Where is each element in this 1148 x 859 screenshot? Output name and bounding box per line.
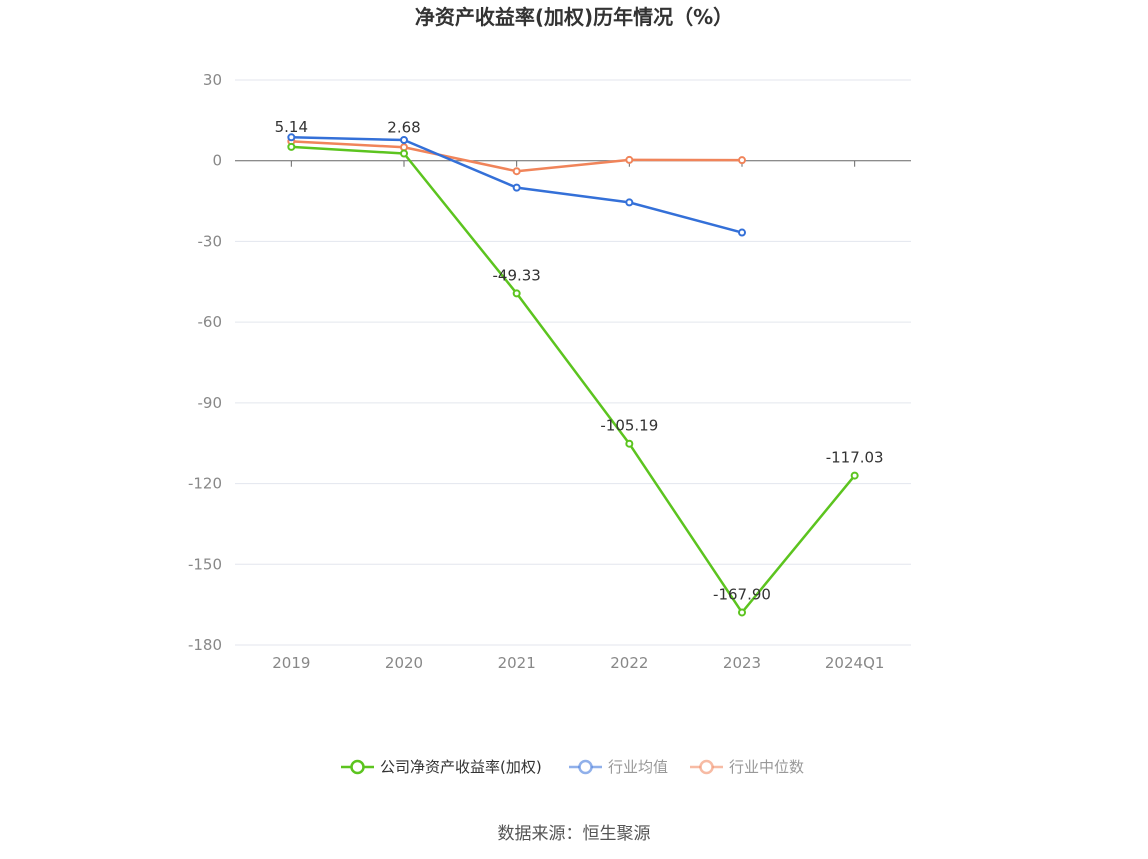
data-labels: 5.14 2.68 -49.33 -105.19 -167.90 -117.03 — [275, 118, 884, 604]
data-point-2[interactable] — [400, 143, 408, 152]
series-line-0 — [291, 145, 856, 614]
data-point-0[interactable] — [850, 471, 859, 480]
x-axis: 2019 2020 2021 2022 2023 2024Q1 — [272, 160, 885, 672]
data-point-2[interactable] — [625, 155, 634, 164]
x-tick-label: 2020 — [385, 654, 423, 672]
data-label: -167.90 — [713, 585, 771, 603]
data-label: 2.68 — [387, 119, 420, 137]
y-tick-label: 0 — [212, 152, 222, 170]
x-tick-label: 2022 — [610, 654, 648, 672]
x-tick-label: 2021 — [498, 654, 536, 672]
y-tick-label: -30 — [198, 232, 223, 250]
legend-label: 行业均值 — [608, 758, 668, 776]
y-tick-label: -60 — [198, 313, 223, 331]
data-point-1[interactable] — [625, 198, 634, 207]
legend-item-2[interactable]: 行业中位数 — [690, 758, 804, 776]
y-tick-label: -150 — [188, 555, 222, 573]
y-axis-ticks: 30 0 -30 -60 -90 -120 -150 -180 — [188, 71, 222, 654]
legend-marker-icon — [578, 759, 593, 775]
y-tick-label: -120 — [188, 475, 222, 493]
data-point-2[interactable] — [512, 167, 521, 176]
legend-label: 行业中位数 — [729, 758, 804, 776]
legend-item-1[interactable]: 行业均值 — [569, 758, 668, 776]
data-point-1[interactable] — [738, 228, 746, 237]
data-point-1[interactable] — [400, 135, 408, 144]
data-point-0[interactable] — [400, 149, 408, 158]
source-note: 数据来源：恒生聚源 — [498, 824, 651, 844]
legend[interactable]: 公司净资产收益率(加权) 行业均值 行业中位数 — [341, 758, 804, 776]
y-tick-label: 30 — [203, 71, 222, 89]
data-point-1[interactable] — [512, 183, 521, 192]
data-point-0[interactable] — [738, 608, 746, 617]
data-point-0[interactable] — [287, 142, 296, 151]
y-tick-label: -90 — [198, 394, 223, 412]
chart-title: 净资产收益率(加权)历年情况（%） — [415, 5, 733, 29]
data-label: -105.19 — [600, 417, 658, 435]
series-layer — [287, 133, 859, 617]
x-tick-label: 2024Q1 — [825, 654, 885, 672]
data-label: -49.33 — [492, 266, 540, 284]
legend-marker-icon — [350, 759, 365, 775]
grid-lines — [235, 79, 911, 646]
x-tick-label: 2019 — [272, 654, 310, 672]
legend-marker-icon — [699, 759, 714, 775]
data-point-0[interactable] — [625, 439, 634, 448]
x-tick-label: 2023 — [723, 654, 761, 672]
data-point-0[interactable] — [512, 289, 521, 298]
data-label: -117.03 — [826, 449, 884, 467]
series-line-2 — [291, 140, 743, 173]
y-tick-label: -180 — [188, 636, 222, 654]
data-label: 5.14 — [275, 118, 308, 136]
data-point-1[interactable] — [287, 133, 296, 142]
data-point-2[interactable] — [738, 156, 746, 165]
legend-label: 公司净资产收益率(加权) — [380, 758, 542, 776]
legend-item-0[interactable]: 公司净资产收益率(加权) — [341, 758, 542, 776]
